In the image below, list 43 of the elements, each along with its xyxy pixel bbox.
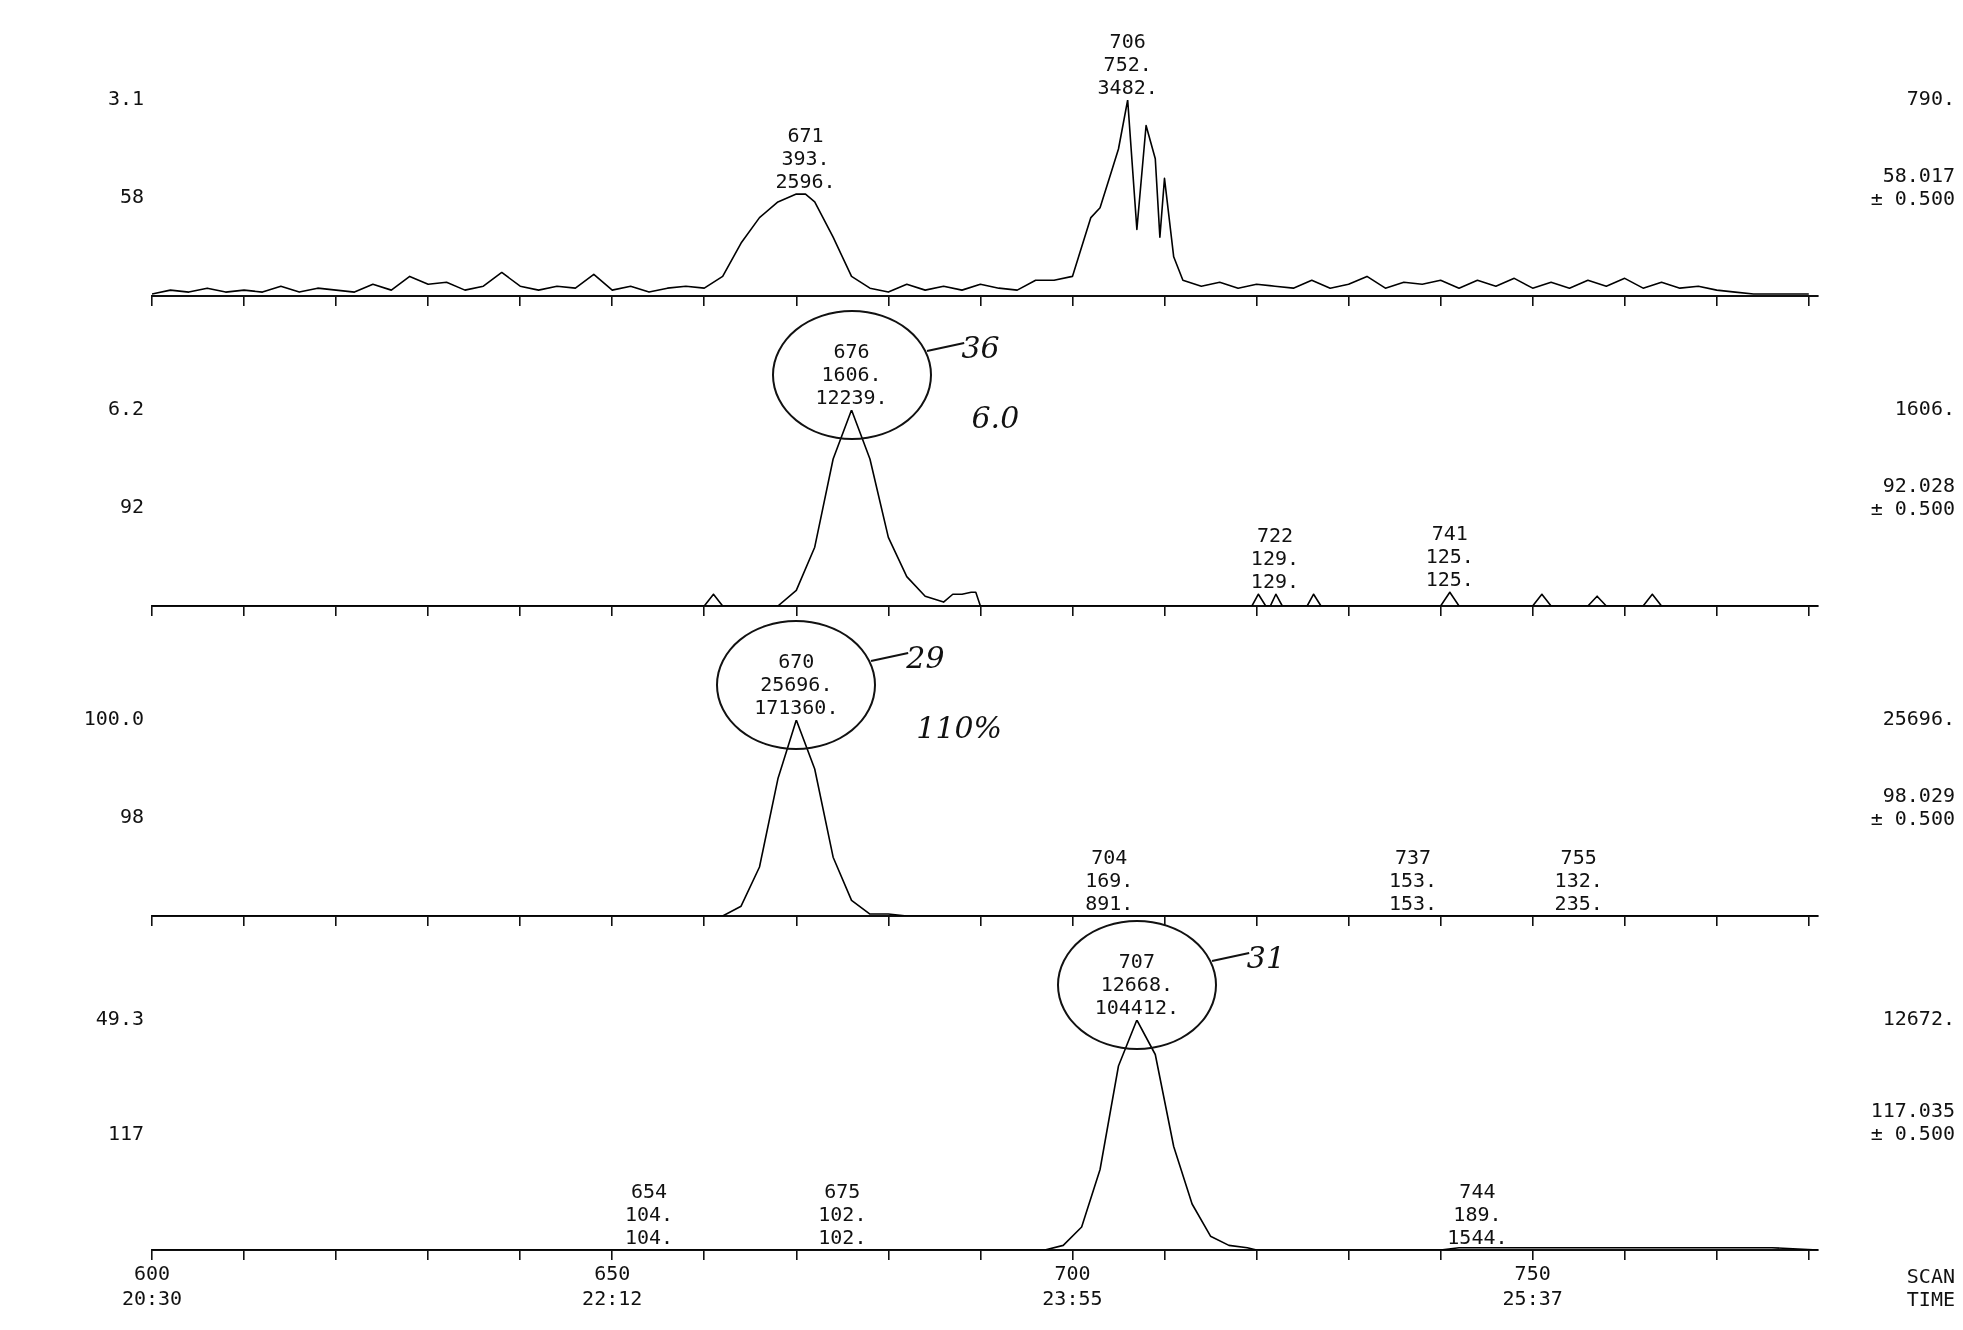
annotation: 706 752. 3482. (1097, 29, 1158, 99)
x-tick-label: 650 (594, 1261, 631, 1286)
text: 25696. (1882, 706, 1955, 731)
annotation: 707 12668. 104412. (1094, 949, 1180, 1019)
x-tick-label: 700 (1054, 1261, 1091, 1286)
annotation: 755 132. 235. (1554, 845, 1603, 915)
text: 117.035 ± 0.500 (1870, 1098, 1955, 1146)
annotation: 670 25696. 171360. (754, 649, 839, 719)
annotation: 676 1606. 12239. (815, 339, 888, 409)
text: 790. (1906, 86, 1955, 111)
text: 1606. (1894, 396, 1955, 421)
text: 12672. (1882, 1006, 1955, 1031)
text: 3.1 (107, 86, 144, 111)
text: 23:55 (1042, 1286, 1103, 1311)
text: 22:12 (582, 1286, 643, 1311)
text: 49.3 (95, 1006, 144, 1031)
text: 31 (1246, 939, 1286, 975)
annotation: 654 104. 104. (624, 1179, 674, 1249)
text: 58 (119, 184, 144, 209)
x-tick-label: 600 (133, 1261, 171, 1286)
annotation: 675 102. 102. (818, 1179, 867, 1249)
annotation: 671 393. 2596. (775, 123, 836, 194)
annotation: 744 189. 1544. (1447, 1179, 1508, 1249)
text: 36 (961, 329, 1000, 365)
annotation: 6.0 (971, 399, 1020, 435)
text: 117 (107, 1121, 144, 1146)
annotation: 737 153. 153. (1388, 845, 1438, 915)
text: 25:37 (1502, 1286, 1563, 1311)
text: 98 (119, 804, 144, 829)
x-axis-title: SCAN TIME (1906, 1264, 1955, 1312)
text: 58.017 ± 0.500 (1870, 162, 1955, 210)
text: 100.0 (83, 706, 144, 731)
text: 20:30 (121, 1286, 183, 1311)
text: 92.028 ± 0.500 (1870, 472, 1955, 520)
x-tick-label: 750 (1514, 1261, 1551, 1286)
annotation: 704 169. 891. (1085, 845, 1134, 915)
annotation: 110% (916, 709, 1003, 745)
text: 29 (905, 639, 945, 675)
text: 98.029 ± 0.500 (1870, 782, 1955, 830)
annotation: 722 129. 129. (1250, 523, 1300, 594)
text: 92 (119, 494, 144, 519)
text: 6.2 (107, 396, 144, 421)
annotation: 741 125. 125. (1425, 521, 1474, 592)
